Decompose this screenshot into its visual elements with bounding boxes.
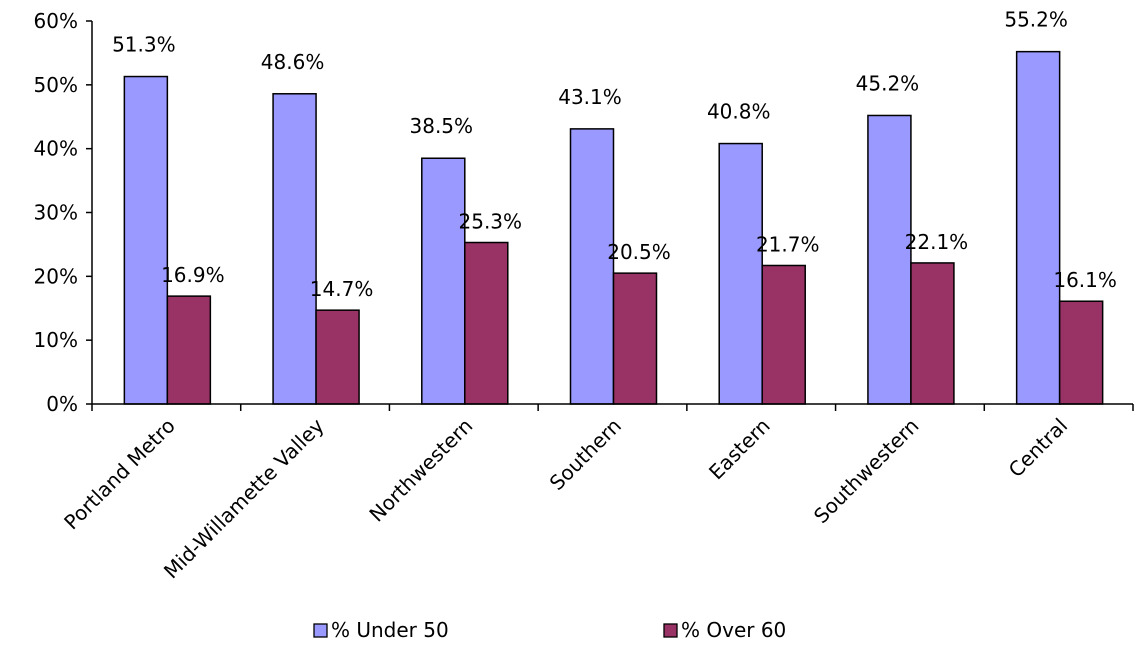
bar-under-50 xyxy=(421,157,466,405)
category-label: Mid-Willamette Valley xyxy=(159,413,329,583)
category-label: Eastern xyxy=(704,414,775,485)
y-tick-label: 40% xyxy=(34,137,78,161)
bar-under-50 xyxy=(1015,50,1061,405)
data-label: 16.1% xyxy=(1053,268,1117,292)
data-label: 20.5% xyxy=(607,240,671,264)
bar-under-50 xyxy=(718,142,763,405)
data-label: 43.1% xyxy=(558,85,622,109)
y-tick-label: 20% xyxy=(34,264,78,288)
legend-swatch-under-50 xyxy=(313,623,328,638)
data-label: 40.8% xyxy=(707,100,771,124)
data-label: 55.2% xyxy=(1004,8,1068,32)
y-tick-label: 10% xyxy=(34,328,78,352)
data-label: 21.7% xyxy=(756,232,820,256)
category-label: Southwestern xyxy=(809,414,923,528)
y-axis-ticks: 0% 10% 20% 30% 40% 50% 60% xyxy=(34,9,92,416)
data-labels-layer: 51.3% 16.9% 48.6% 14.7% 38.5% 25.3% 43.1% 20.5%… xyxy=(112,8,1117,302)
y-tick-label: 50% xyxy=(34,73,78,97)
bar-over-60 xyxy=(166,295,212,405)
data-label: 45.2% xyxy=(856,71,920,95)
legend-label: % Over 60 xyxy=(681,618,786,642)
bar-under-50 xyxy=(123,75,169,405)
legend-swatch-over-60 xyxy=(663,623,678,638)
legend: % Under 50 % Over 60 xyxy=(313,618,786,642)
bars-layer xyxy=(123,50,1104,405)
data-label: 38.5% xyxy=(410,114,474,138)
legend-label: % Under 50 xyxy=(331,618,449,642)
bar-over-60 xyxy=(464,241,509,405)
category-label: Portland Metro xyxy=(59,414,180,535)
data-label: 14.7% xyxy=(310,277,374,301)
data-label: 51.3% xyxy=(112,33,176,57)
bar-under-50 xyxy=(569,128,615,405)
y-tick-label: 0% xyxy=(46,392,78,416)
y-tick-label: 60% xyxy=(34,9,78,33)
category-label: Northwestern xyxy=(364,414,477,527)
data-label: 48.6% xyxy=(261,50,325,74)
category-label: Central xyxy=(1004,414,1072,482)
bar-under-50 xyxy=(867,114,912,405)
bar-over-60 xyxy=(761,264,806,405)
bar-over-60 xyxy=(315,309,360,405)
bar-over-60 xyxy=(1058,300,1104,405)
data-label: 16.9% xyxy=(161,263,225,287)
category-label: Southern xyxy=(545,414,626,495)
data-label: 22.1% xyxy=(905,230,969,254)
data-label: 25.3% xyxy=(459,210,523,234)
y-tick-label: 30% xyxy=(34,201,78,225)
bar-under-50 xyxy=(272,93,317,405)
bar-over-60 xyxy=(612,272,658,405)
bar-over-60 xyxy=(910,262,955,405)
